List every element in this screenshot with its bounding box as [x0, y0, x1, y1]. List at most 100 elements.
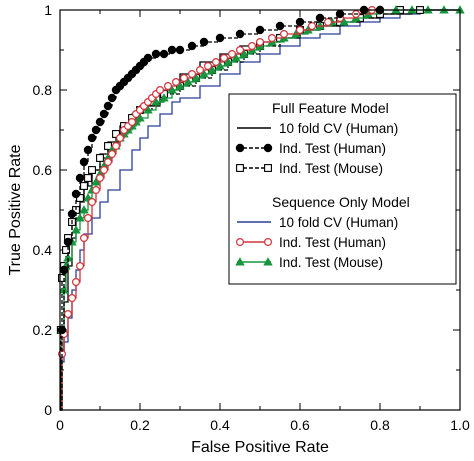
- x-tick-label: 1.0: [450, 417, 470, 433]
- data-point: [324, 18, 333, 27]
- x-tick-label: 0.6: [290, 417, 310, 433]
- y-tick-label: 0.2: [33, 322, 53, 338]
- y-axis-title: True Positive Rate: [7, 144, 24, 275]
- data-point: [280, 30, 289, 39]
- legend-label: 10 fold CV (Human): [279, 215, 398, 230]
- data-point: [156, 85, 165, 94]
- data-point: [296, 26, 305, 35]
- data-point: [103, 101, 113, 111]
- data-point: [164, 81, 173, 90]
- legend-marker: [235, 257, 245, 266]
- data-point: [199, 37, 209, 47]
- legend-label: Ind. Test (Human): [279, 235, 386, 250]
- data-point: [95, 117, 105, 127]
- data-point: [67, 209, 77, 219]
- data-point: [104, 142, 112, 150]
- data-point: [143, 53, 153, 63]
- legend-marker: [236, 238, 245, 247]
- series-1: [57, 5, 385, 411]
- data-point: [188, 69, 197, 78]
- legend-marker: [264, 164, 272, 172]
- data-point: [103, 158, 112, 167]
- data-point: [71, 225, 81, 234]
- series-layer: [56, 5, 465, 411]
- data-point: [99, 109, 109, 119]
- data-point: [79, 234, 88, 243]
- legend-marker: [235, 143, 245, 153]
- data-point: [63, 310, 72, 319]
- legend: Full Feature Model 10 fold CV (Human) Ind.…: [228, 93, 457, 285]
- plot-frame: [59, 9, 461, 411]
- data-point: [172, 77, 181, 86]
- data-point: [75, 173, 85, 183]
- legend-label: Ind. Test (Human): [279, 141, 386, 156]
- series-3: [60, 9, 460, 411]
- legend-label: Ind. Test (Mouse): [279, 255, 383, 270]
- data-point: [88, 166, 96, 174]
- data-point: [335, 9, 345, 19]
- data-point: [248, 41, 257, 50]
- x-tick-label: 0.4: [210, 417, 230, 433]
- data-point: [187, 41, 197, 51]
- data-point: [84, 174, 92, 182]
- legend-label: Ind. Test (Mouse): [279, 161, 383, 176]
- data-point: [107, 93, 117, 103]
- data-point: [215, 33, 225, 43]
- data-point: [204, 61, 213, 70]
- y-tick-label: 1: [44, 2, 52, 18]
- x-axis-title: False Positive Rate: [191, 439, 329, 456]
- data-point: [96, 154, 104, 162]
- data-point: [91, 186, 100, 195]
- data-point: [175, 45, 185, 55]
- data-point: [196, 65, 205, 74]
- data-point: [71, 189, 81, 199]
- data-point: [59, 265, 69, 275]
- data-point: [111, 142, 120, 151]
- legend-group-heading: Full Feature Model: [272, 100, 389, 116]
- tick-labels: 0 0.2 0.4 0.6 0.8 1.0 0 0.2 0.4 0.6 0.8 1: [33, 2, 470, 433]
- data-point: [256, 37, 265, 46]
- data-point: [159, 93, 169, 102]
- x-tick-label: 0.8: [370, 417, 390, 433]
- data-point: [83, 145, 93, 155]
- data-point: [79, 205, 89, 214]
- data-point: [115, 134, 124, 143]
- data-point: [315, 13, 325, 23]
- data-point: [95, 174, 104, 183]
- data-point: [83, 214, 92, 223]
- x-tick-label: 0.2: [130, 417, 150, 433]
- data-point: [308, 22, 317, 31]
- y-tick-label: 0.8: [33, 82, 53, 98]
- data-point: [99, 166, 108, 175]
- data-point: [220, 53, 229, 62]
- data-point: [91, 125, 101, 135]
- data-point: [75, 213, 85, 222]
- data-point: [71, 278, 80, 287]
- data-point: [80, 182, 88, 190]
- series-line: [60, 9, 460, 411]
- data-point: [275, 21, 285, 31]
- legend-group-heading: Sequence Only Model: [272, 194, 410, 210]
- data-point: [87, 198, 96, 207]
- data-point: [75, 262, 84, 271]
- legend-marker: [263, 143, 273, 153]
- data-point: [255, 25, 265, 35]
- data-point: [67, 294, 76, 303]
- data-point: [236, 45, 245, 54]
- data-point: [235, 29, 245, 39]
- data-point: [268, 33, 277, 42]
- legend-marker: [236, 164, 244, 172]
- data-point: [112, 130, 120, 138]
- data-point: [62, 246, 70, 254]
- y-tick-label: 0: [44, 402, 52, 418]
- data-point: [212, 57, 221, 66]
- y-tick-label: 0.4: [33, 242, 53, 258]
- legend-marker: [263, 257, 273, 266]
- data-point: [167, 45, 177, 55]
- data-point: [63, 237, 73, 247]
- data-point: [79, 157, 89, 167]
- data-point: [87, 133, 97, 143]
- data-point: [228, 49, 237, 58]
- legend-label: 10 fold CV (Human): [279, 121, 398, 136]
